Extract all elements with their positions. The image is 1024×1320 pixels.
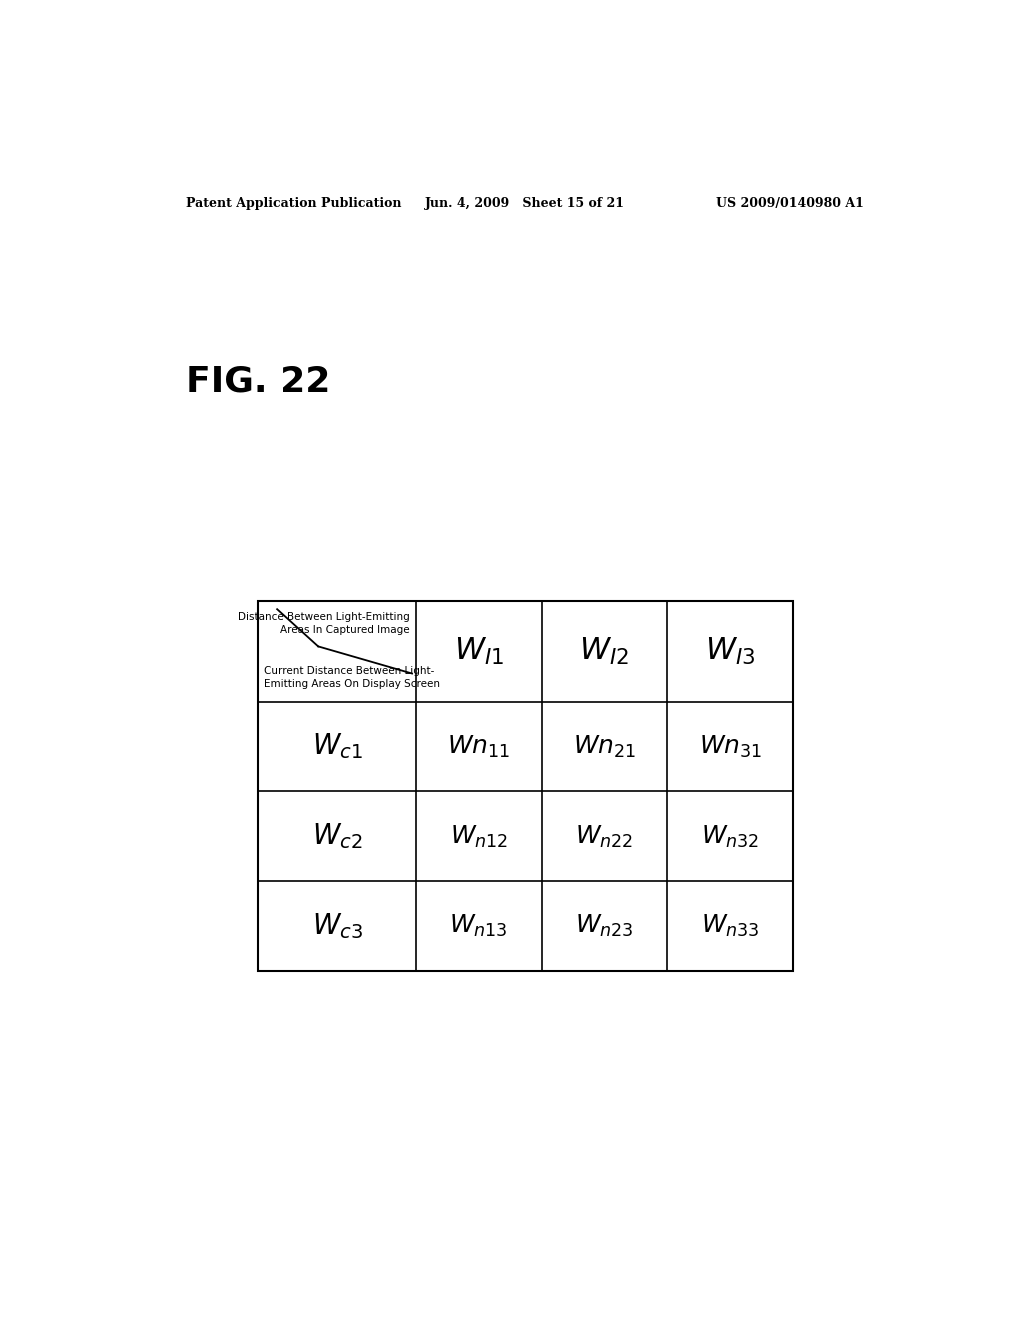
Text: $W_{n23}$: $W_{n23}$ (575, 913, 634, 940)
Text: $W_{n12}$: $W_{n12}$ (450, 824, 508, 850)
Text: $W_{n13}$: $W_{n13}$ (450, 913, 508, 940)
Text: $Wn_{11}$: $Wn_{11}$ (447, 734, 510, 760)
Text: US 2009/0140980 A1: US 2009/0140980 A1 (717, 197, 864, 210)
Text: $W_{I1}$: $W_{I1}$ (454, 636, 504, 667)
Text: $W_{n22}$: $W_{n22}$ (575, 824, 634, 850)
Text: Distance Between Light-Emitting
Areas In Captured Image: Distance Between Light-Emitting Areas In… (238, 611, 410, 635)
Text: Jun. 4, 2009   Sheet 15 of 21: Jun. 4, 2009 Sheet 15 of 21 (425, 197, 625, 210)
Text: Current Distance Between Light-
Emitting Areas On Display Screen: Current Distance Between Light- Emitting… (264, 667, 440, 689)
Text: $W_{c2}$: $W_{c2}$ (312, 821, 362, 851)
Text: Patent Application Publication: Patent Application Publication (186, 197, 401, 210)
Text: $Wn_{31}$: $Wn_{31}$ (698, 734, 762, 760)
Text: $W_{c1}$: $W_{c1}$ (311, 731, 362, 762)
Text: $W_{I3}$: $W_{I3}$ (705, 636, 756, 667)
Text: $W_{n33}$: $W_{n33}$ (700, 913, 760, 940)
Text: FIG. 22: FIG. 22 (186, 364, 331, 399)
Text: $W_{I2}$: $W_{I2}$ (580, 636, 630, 667)
Text: $Wn_{21}$: $Wn_{21}$ (572, 734, 636, 760)
Text: $W_{c3}$: $W_{c3}$ (311, 911, 362, 941)
Text: $W_{n32}$: $W_{n32}$ (701, 824, 759, 850)
Bar (258, 601, 793, 970)
